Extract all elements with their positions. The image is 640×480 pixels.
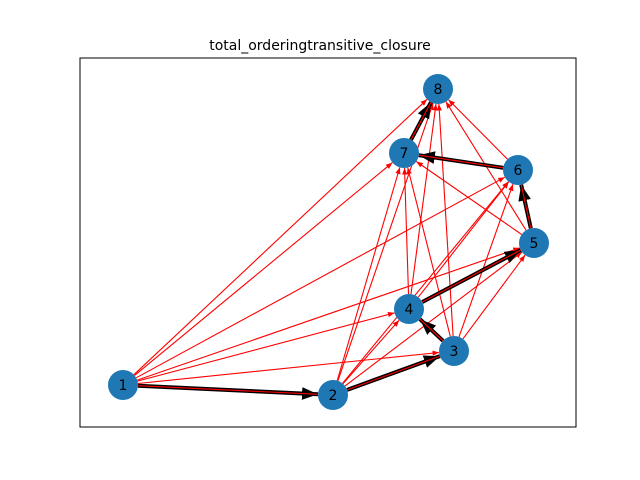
axes-frame [79,57,577,428]
closure-edge-3-6 [458,183,514,338]
closure-edge-1-3 [137,350,440,385]
closure-edge-5-7 [415,161,523,235]
node-label-4: 4 [405,302,414,318]
closure-edge-4-7 [402,167,410,295]
ordering-edge-2-3 [346,355,441,391]
node-7 [389,138,419,168]
ordering-edges [137,101,533,400]
node-3 [439,336,469,366]
closure-edge-4-8 [410,103,438,295]
closure-edge-4-6 [417,181,510,298]
node-6 [503,155,533,185]
closure-edge-1-5 [137,247,520,381]
ordering-edge-4-5 [422,249,521,303]
closure-edge-1-6 [135,176,506,379]
closure-edge-2-6 [342,181,509,384]
ordering-edge-1-2 [137,385,319,395]
node-label-7: 7 [400,146,409,162]
ordering-edge-7-8 [410,101,432,141]
node-label-1: 1 [119,378,128,394]
node-label-8: 8 [434,82,443,98]
nodes: 1 2 3 4 5 6 7 8 [108,74,549,410]
closure-edge-6-8 [448,99,508,160]
closure-edge-3-5 [462,254,526,340]
node-label-5: 5 [530,236,539,252]
ordering-edge-5-6 [520,184,532,229]
ordering-edge-6-7 [418,154,504,169]
node-8 [423,74,453,104]
ordering-edge-3-4 [419,318,444,342]
node-5 [519,228,549,258]
node-label-2: 2 [329,388,338,404]
closure-edge-2-8 [337,103,434,381]
node-label-3: 3 [450,344,459,360]
closure-edges [133,98,527,387]
closure-edge-1-8 [133,98,428,376]
closure-edge-2-7 [336,167,401,381]
closure-edge-2-5 [344,251,523,387]
closure-edge-3-7 [406,167,451,337]
node-4 [394,294,424,324]
figure-title: total_orderingtransitive_closure [209,38,431,54]
closure-edge-2-4 [342,319,400,385]
closure-edge-3-8 [436,103,454,337]
node-label-6: 6 [514,163,523,179]
node-2 [318,380,348,410]
closure-edge-1-7 [134,162,393,376]
closure-edge-1-4 [137,312,395,382]
node-1 [108,370,138,400]
